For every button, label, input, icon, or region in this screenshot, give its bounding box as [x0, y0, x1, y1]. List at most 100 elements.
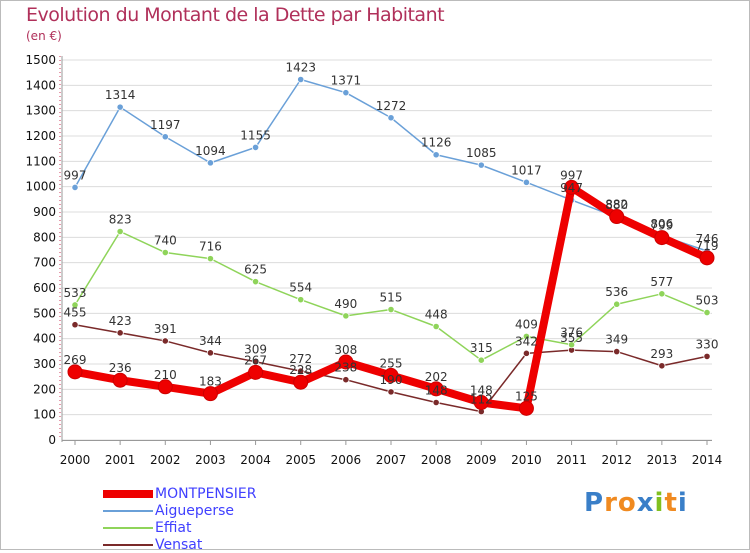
data-point — [342, 376, 350, 384]
data-label: 308 — [334, 343, 357, 357]
legend-item: Vensat — [103, 536, 256, 553]
data-label: 625 — [244, 263, 267, 277]
y-tick-label: 800 — [33, 230, 56, 244]
x-tick-label: 2005 — [285, 453, 316, 467]
y-tick-label: 1000 — [25, 180, 56, 194]
data-label: 882 — [605, 198, 628, 212]
x-tick-label: 2007 — [376, 453, 407, 467]
data-label: 997 — [64, 168, 87, 182]
data-label: 112 — [470, 393, 493, 407]
data-label: 267 — [244, 353, 267, 367]
data-point — [297, 296, 305, 304]
data-label: 716 — [199, 240, 222, 254]
data-point — [202, 386, 218, 402]
data-point — [564, 179, 580, 195]
data-point — [567, 341, 576, 349]
data-point — [387, 114, 395, 122]
y-tick-label: 1200 — [25, 129, 56, 143]
data-point — [699, 250, 715, 266]
data-label: 577 — [650, 275, 673, 289]
data-label: 1085 — [466, 146, 497, 160]
proxiti-logo: Proxiti — [584, 488, 688, 518]
legend-label: Aigueperse — [155, 502, 235, 519]
legend-item: Aigueperse — [103, 502, 256, 519]
data-point — [477, 356, 485, 364]
y-tick-label: 500 — [33, 306, 56, 320]
data-label: 1197 — [150, 118, 181, 132]
data-label: 799 — [650, 219, 673, 233]
data-label: 190 — [380, 373, 403, 387]
data-point — [658, 362, 666, 370]
y-tick-label: 0 — [48, 433, 56, 447]
data-label: 202 — [425, 370, 448, 384]
y-tick-label: 200 — [33, 382, 56, 396]
data-label: 409 — [515, 317, 538, 331]
data-point — [428, 381, 444, 397]
data-label: 1094 — [195, 144, 226, 158]
logo-letter: r — [604, 488, 618, 518]
data-label: 269 — [64, 353, 87, 367]
data-label: 880 — [605, 198, 628, 212]
data-label: 1371 — [331, 74, 362, 88]
data-label: 148 — [470, 384, 493, 398]
data-point — [297, 75, 305, 84]
legend-swatch-vensat — [103, 543, 153, 546]
data-label: 148 — [425, 384, 448, 398]
data-point — [387, 388, 395, 396]
data-label: 349 — [605, 333, 628, 347]
data-label: 228 — [289, 363, 312, 377]
data-point — [703, 308, 711, 317]
legend-swatch-effiat — [103, 526, 153, 529]
legend-swatch-aigueperse — [103, 509, 153, 512]
data-label: 355 — [560, 331, 583, 345]
data-point — [248, 364, 264, 380]
x-tick-label: 2013 — [647, 453, 678, 467]
y-tick-label: 1300 — [25, 104, 56, 118]
data-label: 719 — [696, 239, 719, 253]
data-point — [522, 332, 531, 340]
y-tick-label: 700 — [33, 256, 56, 270]
logo-letter: o — [617, 488, 637, 518]
data-label: 344 — [199, 334, 222, 348]
y-tick-label: 900 — [33, 205, 56, 219]
legend-label: Vensat — [155, 536, 203, 553]
data-label: 238 — [334, 361, 357, 375]
x-tick-label: 2003 — [195, 453, 226, 467]
data-label: 315 — [470, 341, 493, 355]
data-label: 391 — [154, 322, 177, 336]
x-tick-label: 2012 — [601, 453, 632, 467]
y-tick-label: 1500 — [25, 53, 56, 67]
logo-letter: t — [664, 488, 678, 518]
data-label: 210 — [154, 368, 177, 382]
data-label: 255 — [380, 356, 403, 370]
data-point — [71, 183, 79, 192]
legend-label: MONTPENSIER — [155, 485, 257, 502]
data-point — [297, 367, 305, 375]
data-point — [161, 248, 169, 257]
data-point — [161, 133, 169, 141]
legend: MONTPENSIER Aigueperse Effiat Vensat — [103, 485, 256, 553]
data-point — [116, 103, 124, 111]
data-point — [477, 161, 485, 169]
logo-letter: i — [654, 488, 665, 518]
data-point — [157, 379, 173, 395]
data-point — [703, 352, 711, 360]
data-point — [522, 349, 531, 357]
data-point — [338, 354, 354, 370]
legend-item: Effiat — [103, 519, 256, 536]
data-point — [522, 178, 531, 186]
y-tick-label: 1100 — [25, 154, 56, 168]
data-label: 309 — [244, 343, 267, 357]
data-label: 740 — [154, 234, 177, 248]
data-label: 376 — [560, 326, 583, 340]
data-label: 1423 — [285, 61, 316, 75]
data-label: 490 — [334, 297, 357, 311]
data-label: 1017 — [511, 163, 542, 177]
data-label: 330 — [696, 337, 719, 351]
data-point — [609, 209, 625, 225]
data-point — [112, 372, 128, 388]
data-point — [613, 300, 621, 308]
data-label: 1272 — [376, 99, 407, 113]
legend-item: MONTPENSIER — [103, 485, 256, 502]
